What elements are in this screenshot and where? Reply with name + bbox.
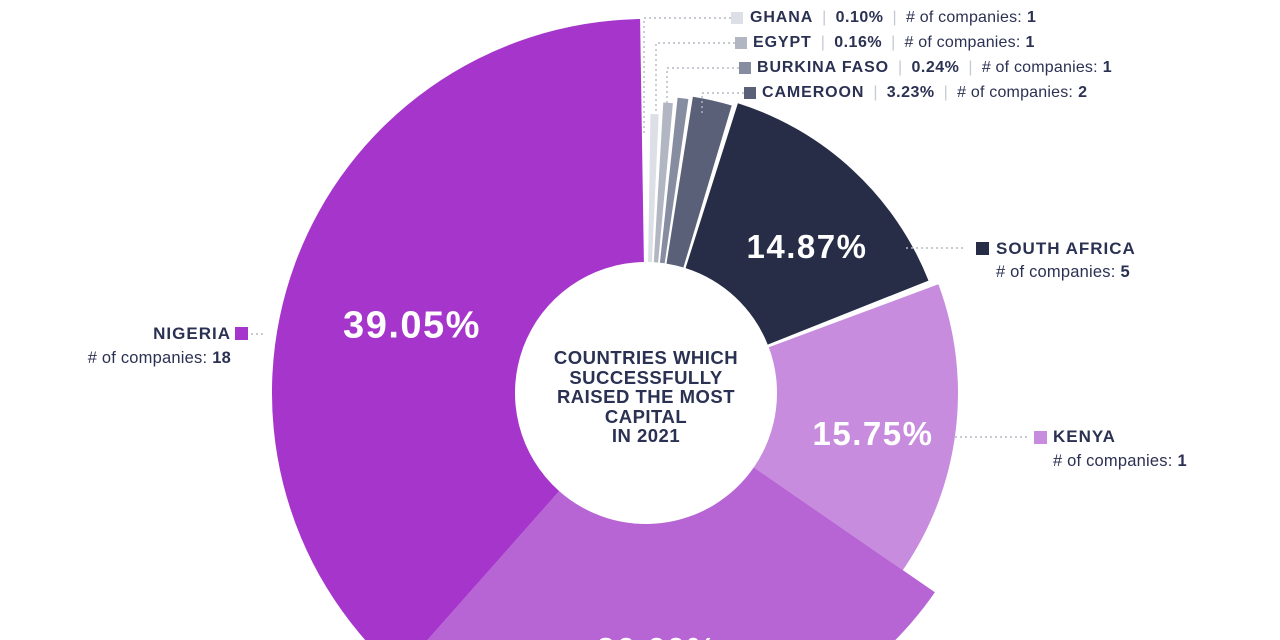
separator: | — [891, 34, 896, 51]
center-title-line: IN 2021 — [611, 425, 681, 446]
legend-swatch-ghana — [731, 12, 743, 24]
legend-swatch-burkina-faso — [739, 62, 751, 74]
companies-line-kenya: # of companies: 1 — [1053, 452, 1187, 470]
companies-prefix: # of companies: — [957, 84, 1074, 101]
companies-prefix: # of companies: — [87, 349, 208, 367]
percent-value-cameroon: 3.23% — [886, 84, 935, 101]
country-label-egypt: EGYPT — [753, 34, 812, 51]
separator: | — [822, 9, 827, 26]
chart-center-title: COUNTRIES WHICH SUCCESSFULLY RAISED THE MO… — [496, 348, 796, 446]
companies-count-south-africa: 5 — [1120, 263, 1130, 281]
center-title-line: CAPITAL — [604, 405, 688, 427]
companies-count-kenya: 1 — [1177, 452, 1187, 470]
companies-prefix: # of companies: — [981, 59, 1098, 76]
companies-prefix: # of companies: — [905, 9, 1022, 26]
legend-row-egypt: EGYPT | 0.16% | # of companies: 1 — [753, 34, 1035, 52]
companies-line-nigeria: # of companies: 18 — [0, 349, 231, 367]
slice-percent-label-south-africa: 14.87% — [746, 228, 868, 265]
legend-row-ghana: GHANA | 0.10% | # of companies: 1 — [750, 9, 1036, 27]
legend-swatch-nigeria — [235, 327, 248, 340]
companies-count-nigeria: 18 — [212, 349, 231, 367]
pie-slice-egypt — [653, 102, 673, 263]
separator: | — [820, 34, 826, 51]
leader-line-cameroon — [701, 92, 744, 114]
pie-slice-burkina-faso — [659, 97, 689, 264]
center-title-line: RAISED THE MOST — [556, 386, 736, 407]
slice-percent-label-kenya: 15.75% — [812, 415, 934, 452]
pie-slice-ghana — [648, 114, 659, 263]
pie-slice-south-africa — [685, 103, 929, 345]
center-title-line: COUNTRIES WHICH — [553, 347, 739, 368]
legend-swatch-south-africa — [976, 242, 989, 255]
companies-count-ghana: 1 — [1026, 9, 1037, 26]
companies-prefix: # of companies: — [996, 263, 1116, 281]
country-label-nigeria: NIGERIA — [153, 324, 231, 343]
legend-swatch-egypt — [735, 37, 747, 49]
country-label-ghana: GHANA — [750, 9, 814, 26]
percent-value-ghana: 0.10% — [835, 9, 884, 26]
country-label-burkina-faso: BURKINA FASO — [757, 59, 889, 76]
pie-slice-other — [427, 467, 935, 640]
percent-value-burkina-faso: 0.24% — [911, 59, 960, 76]
legend-swatch-cameroon — [744, 87, 756, 99]
percent-value-egypt: 0.16% — [834, 34, 883, 51]
companies-count-cameroon: 2 — [1078, 84, 1088, 101]
leader-line-ghana — [643, 17, 731, 134]
companies-prefix: # of companies: — [1053, 452, 1173, 470]
legend-row-burkina-faso: BURKINA FASO | 0.24% | # of companies: 1 — [757, 59, 1112, 77]
pie-slice-kenya — [753, 284, 958, 571]
separator: | — [968, 59, 973, 76]
country-label-kenya: KENYA — [1053, 427, 1116, 446]
companies-prefix: # of companies: — [904, 34, 1021, 51]
separator: | — [943, 84, 949, 101]
companies-count-burkina-faso: 1 — [1102, 59, 1112, 76]
center-title-line: SUCCESSFULLY — [569, 366, 723, 388]
country-label-cameroon: CAMEROON — [762, 84, 865, 101]
leader-line-egypt — [655, 42, 735, 114]
separator: | — [873, 84, 878, 101]
pie-slice-cameroon — [666, 96, 732, 268]
separator: | — [892, 9, 897, 26]
companies-line-south-africa: # of companies: 5 — [996, 263, 1130, 281]
pie-slice-nigeria — [272, 19, 644, 640]
country-label-south-africa: SOUTH AFRICA — [996, 239, 1136, 258]
legend-swatch-kenya — [1034, 431, 1047, 444]
legend-row-cameroon: CAMEROON | 3.23% | # of companies: 2 — [762, 84, 1087, 102]
slice-percent-label-nigeria: 39.05% — [343, 304, 481, 347]
slice-percent-label-other: 26.60% — [597, 631, 718, 640]
leader-line-burkina-faso — [666, 67, 739, 104]
companies-count-egypt: 1 — [1025, 34, 1035, 51]
separator: | — [898, 59, 903, 76]
